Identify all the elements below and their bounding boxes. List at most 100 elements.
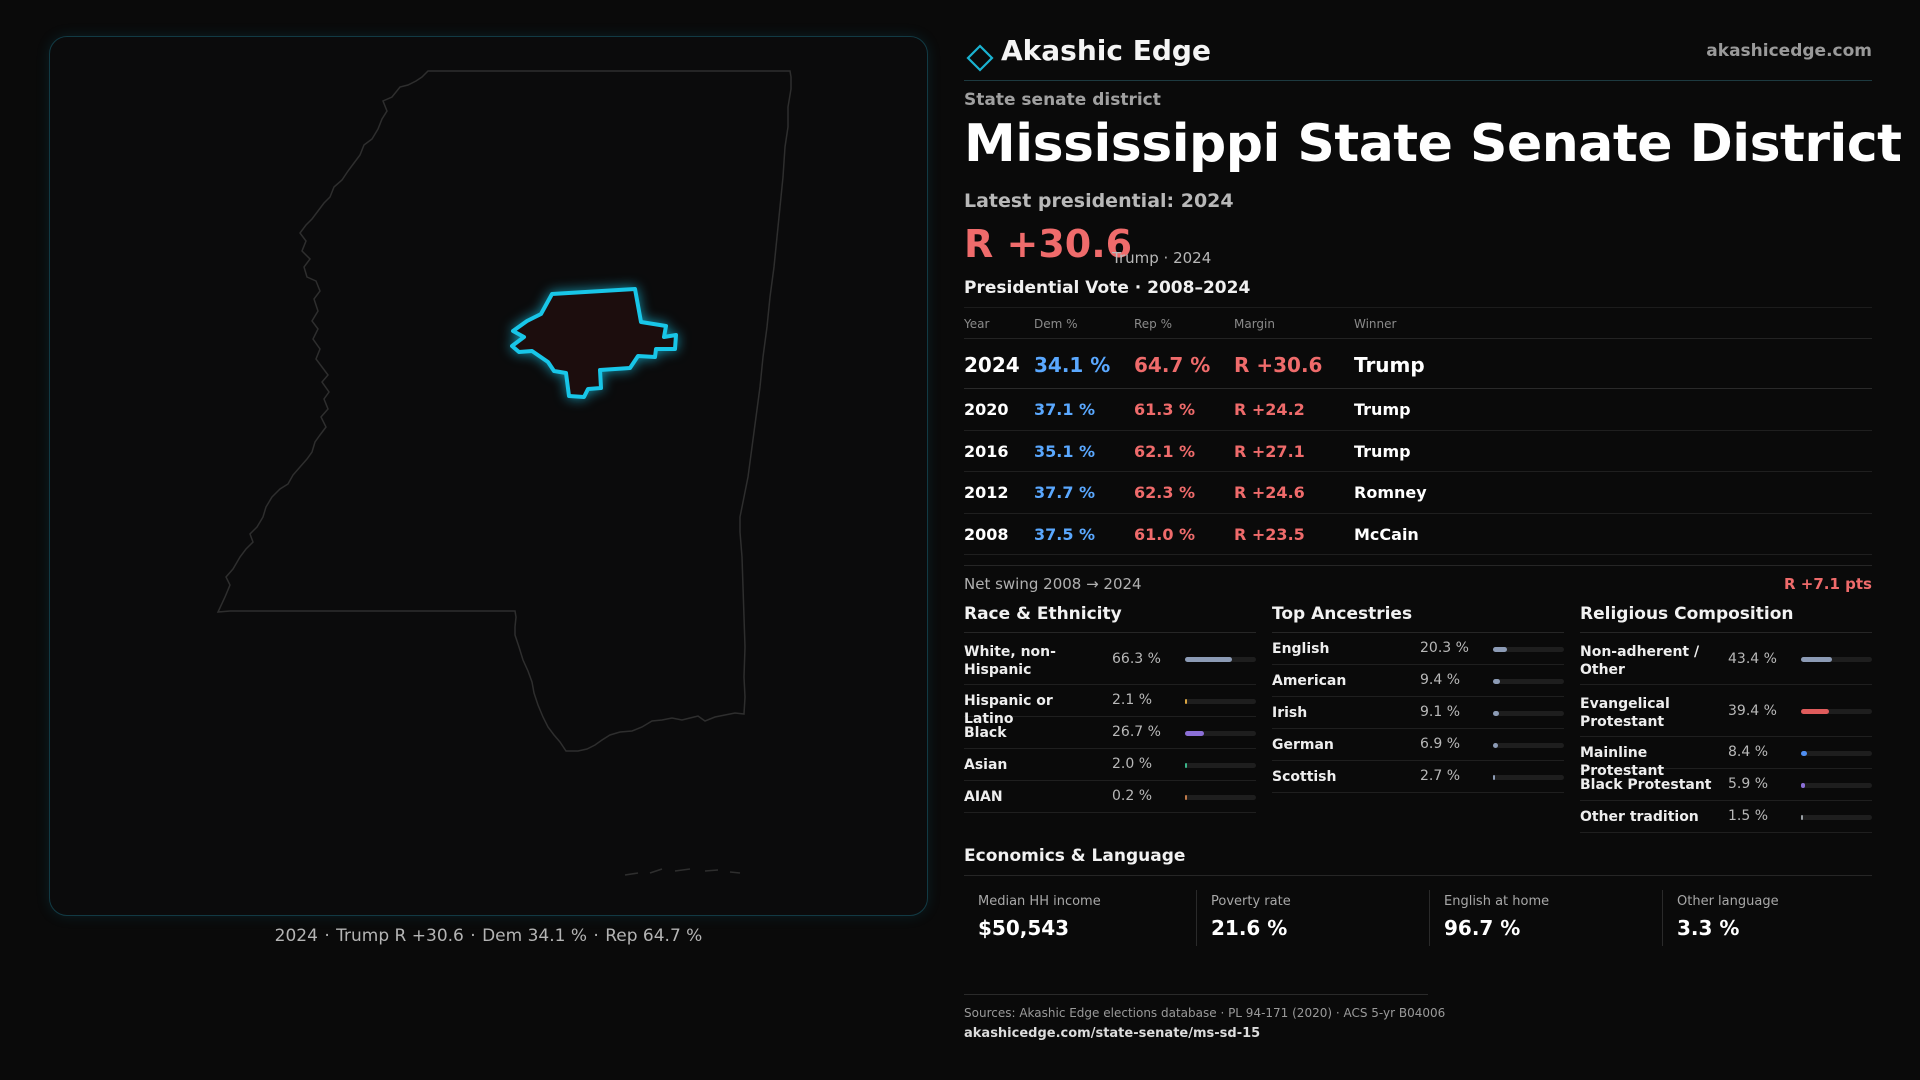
table-header: Year Dem % Rep % Margin Winner: [964, 307, 1872, 339]
econ-label: English at home: [1444, 894, 1550, 909]
source-url-link[interactable]: akashicedge.com/state-senate/ms-sd-15: [964, 1026, 1261, 1041]
row-margin: R +30.6: [1234, 353, 1323, 377]
list-item: Irish 9.1 %: [1272, 697, 1564, 729]
net-swing-value: R +7.1 pts: [1784, 575, 1872, 593]
econ-value: $50,543: [978, 916, 1070, 940]
item-label: White, non-Hispanic: [964, 644, 1056, 678]
row-rep: 62.3 %: [1134, 483, 1196, 502]
bar-fill: [1185, 657, 1233, 662]
list-item: Black 26.7 %: [964, 717, 1256, 749]
header-margin: Margin: [1234, 317, 1275, 331]
bar-track: [1801, 751, 1872, 756]
row-margin: R +23.5: [1234, 524, 1305, 544]
race-ethnicity-title: Race & Ethnicity: [964, 604, 1256, 633]
bar-fill: [1493, 775, 1495, 780]
item-label: Hispanic or Latino: [964, 693, 1053, 727]
item-label: German: [1272, 737, 1334, 753]
latest-presidential-label: Latest presidential: 2024: [964, 190, 1234, 212]
row-margin: R +24.6: [1234, 483, 1305, 502]
list-item: English 20.3 %: [1272, 633, 1564, 665]
bar-track: [1185, 731, 1256, 736]
race-ethnicity-section: Race & Ethnicity White, non-Hispanic 66.…: [964, 604, 1256, 813]
item-pct: 39.4 %: [1728, 703, 1777, 719]
item-pct: 9.4 %: [1420, 672, 1461, 688]
row-dem: 37.7 %: [1034, 483, 1096, 502]
row-margin: R +24.2: [1234, 400, 1305, 419]
presidential-vote-table: Year Dem % Rep % Margin Winner 2024 34.1…: [964, 307, 1872, 555]
net-swing-label: Net swing 2008 → 2024: [964, 575, 1142, 593]
brand-url[interactable]: akashicedge.com: [1706, 41, 1872, 61]
row-year: 2012: [964, 483, 1009, 502]
item-label: Black Protestant: [1580, 777, 1712, 793]
row-winner: McCain: [1354, 524, 1419, 544]
bar-track: [1493, 647, 1564, 652]
row-rep: 64.7 %: [1134, 353, 1211, 377]
bar-fill: [1801, 815, 1803, 820]
item-label: Non-adherent / Other: [1580, 644, 1700, 678]
econ-median-income: Median HH income $50,543: [964, 890, 1182, 946]
bar-track: [1185, 795, 1256, 800]
table-row: 2016 35.1 % 62.1 % R +27.1 Trump: [964, 431, 1872, 472]
bar-fill: [1493, 647, 1508, 652]
header-dem: Dem %: [1034, 317, 1078, 331]
list-item: White, non-Hispanic 66.3 %: [964, 633, 1256, 685]
caption-rep: Rep 64.7 %: [605, 926, 703, 946]
bar-fill: [1185, 699, 1187, 704]
ancestries-title: Top Ancestries: [1272, 604, 1564, 633]
district-type: State senate district: [964, 90, 1161, 110]
item-pct: 2.7 %: [1420, 768, 1461, 784]
bar-track: [1801, 709, 1872, 714]
page-title: Mississippi State Senate District 15: [964, 114, 1920, 174]
list-item: Scottish 2.7 %: [1272, 761, 1564, 793]
item-pct: 8.4 %: [1728, 744, 1769, 760]
item-label: AIAN: [964, 789, 1003, 805]
row-year: 2008: [964, 524, 1009, 544]
bar-track: [1493, 679, 1564, 684]
item-label: Evangelical Protestant: [1580, 696, 1670, 730]
header-rep: Rep %: [1134, 317, 1173, 331]
item-pct: 20.3 %: [1420, 640, 1469, 656]
bar-fill: [1801, 783, 1806, 788]
bar-fill: [1185, 731, 1204, 736]
table-row: 2020 37.1 % 61.3 % R +24.2 Trump: [964, 389, 1872, 431]
bar-fill: [1801, 657, 1832, 662]
item-label: English: [1272, 641, 1330, 657]
economics-title: Economics & Language: [964, 846, 1872, 876]
net-swing: Net swing 2008 → 2024 R +7.1 pts: [964, 565, 1872, 595]
header-winner: Winner: [1354, 317, 1397, 331]
bar-track: [1801, 815, 1872, 820]
bar-fill: [1493, 679, 1500, 684]
row-dem: 35.1 %: [1034, 441, 1096, 461]
item-pct: 43.4 %: [1728, 651, 1777, 667]
list-item: American 9.4 %: [1272, 665, 1564, 697]
ancestries-section: Top Ancestries English 20.3 % American 9…: [1272, 604, 1564, 793]
caption-dem: Dem 34.1 %: [482, 926, 587, 946]
item-pct: 9.1 %: [1420, 704, 1461, 720]
item-label: Irish: [1272, 705, 1308, 721]
header-divider: [964, 80, 1872, 81]
bar-fill: [1801, 709, 1829, 714]
district-15-shape[interactable]: [510, 287, 678, 399]
bar-fill: [1185, 795, 1187, 800]
econ-english-at-home: English at home 96.7 %: [1429, 890, 1647, 946]
item-label: Mainline Protestant: [1580, 745, 1665, 779]
list-item: AIAN 0.2 %: [964, 781, 1256, 813]
diamond-icon: [966, 44, 994, 72]
table-row: 2012 37.7 % 62.3 % R +24.6 Romney: [964, 472, 1872, 514]
row-year: 2024: [964, 353, 1020, 377]
headline-margin: R +30.6: [964, 222, 1133, 266]
bar-fill: [1493, 743, 1498, 748]
row-winner: Trump: [1354, 400, 1411, 419]
list-item: Hispanic or Latino 2.1 %: [964, 685, 1256, 727]
row-dem: 37.5 %: [1034, 524, 1096, 544]
econ-value: 96.7 %: [1444, 916, 1521, 940]
item-label: Black: [964, 725, 1007, 741]
brand-header: Akashic Edge akashicedge.com: [964, 32, 1872, 72]
item-pct: 6.9 %: [1420, 736, 1461, 752]
sources-text: Sources: Akashic Edge elections database…: [964, 1006, 1446, 1020]
row-margin: R +27.1: [1234, 441, 1305, 461]
row-dem: 34.1 %: [1034, 353, 1111, 377]
item-pct: 5.9 %: [1728, 776, 1769, 792]
map-panel[interactable]: [49, 36, 928, 916]
bar-fill: [1493, 711, 1500, 716]
